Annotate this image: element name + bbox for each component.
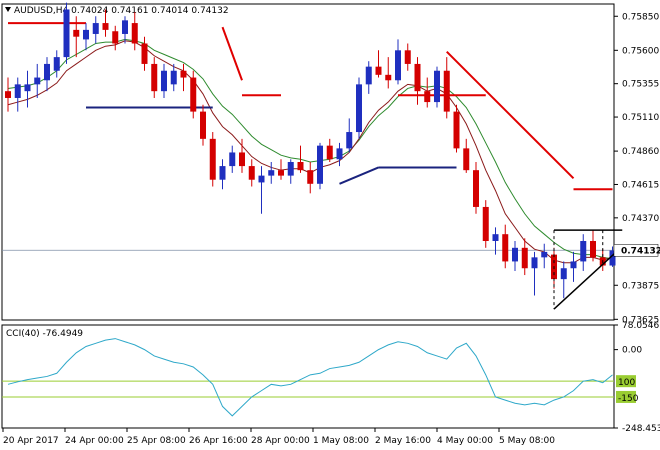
candle-body [258,175,265,183]
candle-body [5,91,11,98]
candle-body [414,63,421,92]
candle-body [122,20,128,34]
y-tick-label: 0.74615 [622,180,659,190]
candle-body [53,57,60,71]
candle-body [521,247,528,269]
x-tick-label: 2 May 16:00 [375,436,431,446]
candle-body [463,148,470,171]
candle-body [434,70,440,103]
candle-body [541,251,548,258]
candle-body [336,148,343,160]
candle-body [326,145,333,160]
candle-body [112,31,119,44]
x-tick-label: 25 Apr 08:00 [127,436,186,446]
cci-line [7,338,613,417]
candle-body [268,170,275,176]
candle-body [102,23,109,30]
x-tick-label: 20 Apr 2017 [3,436,59,446]
candle-body [63,9,70,58]
candle-body [92,23,99,34]
candle-body [307,170,314,184]
red-level-slope [221,26,243,81]
cci-y-tick-label: -248.4531 [622,424,660,434]
candle-body [161,70,167,92]
y-tick-label: 0.73625 [622,315,659,325]
candle-body [219,166,226,180]
candle-body [248,166,255,180]
cci-level-box [616,375,636,388]
last-price-box [613,244,659,257]
x-tick-label: 5 May 08:00 [499,436,555,446]
candle-body [131,23,138,44]
candle-body [200,111,206,139]
x-tick-label: 1 May 08:00 [313,436,369,446]
y-tick-label: 0.75355 [622,80,659,90]
candle-body [395,50,401,81]
x-tick-label: 26 Apr 16:00 [189,436,248,446]
cci-y-tick-label: 0.00 [622,346,642,356]
x-tick-label: 24 Apr 00:00 [65,436,124,446]
main-plot-frame [1,3,615,321]
y-tick-label: 0.75110 [622,113,659,123]
candle-body [34,77,41,85]
candle-body [190,77,197,112]
y-tick-label: 0.73875 [622,281,659,291]
candle-body [482,206,489,241]
candle-body [83,29,89,40]
triangle-trendline [553,245,623,310]
candle-body [473,170,479,207]
y-tick-label: 0.74370 [622,214,659,224]
candle-body [385,74,392,81]
candle-body [424,91,431,103]
candle-body [141,43,148,64]
candle-body [404,50,411,64]
candle-body [512,247,518,262]
y-tick-label: 0.75850 [622,12,659,22]
candle-body [375,66,382,75]
navy-level-slope [339,166,379,185]
cci-level-label: 100 [618,378,635,388]
candle-body [453,111,460,149]
candle-body [278,170,284,176]
candle-body [73,29,80,37]
candle-body [14,84,21,98]
candle-body [365,66,372,85]
x-tick-label: 28 Apr 00:00 [251,436,310,446]
candle-body [151,63,158,92]
candle-body [287,162,294,176]
candle-body [346,132,353,149]
candle-body [239,152,245,167]
candle-body [317,145,323,184]
candle-body [356,84,362,133]
cci-level-box [616,390,636,403]
candle-body [24,84,31,92]
candle-body [560,268,567,280]
candle-body [297,162,304,171]
candle-body [229,152,236,167]
candle-body [180,70,187,78]
cci-y-tick-label: 78.0546 [622,321,659,331]
candle-body [443,70,450,112]
candle-body [531,257,538,269]
cci-level-label: -150 [618,394,639,404]
candle-body [209,138,216,180]
candle-body [502,234,509,262]
cci-label: CCI(40) -76.4949 [6,329,83,339]
symbol-header: AUDUSD,H4 0.74024 0.74161 0.74014 0.7413… [14,6,229,16]
candle-body [570,261,577,269]
dropdown-icon [5,7,11,12]
x-tick-label: 4 May 00:00 [437,436,493,446]
y-tick-label: 0.74860 [622,147,659,157]
last-price-label: 0.74132 [621,246,660,256]
candle-body [590,241,596,258]
y-tick-label: 0.75600 [622,46,659,56]
candle-body [170,70,177,85]
candle-body [580,241,587,262]
candle-body [492,234,499,241]
red-level-slope [446,50,575,180]
candle-body [609,250,616,266]
candle-body [44,63,50,81]
